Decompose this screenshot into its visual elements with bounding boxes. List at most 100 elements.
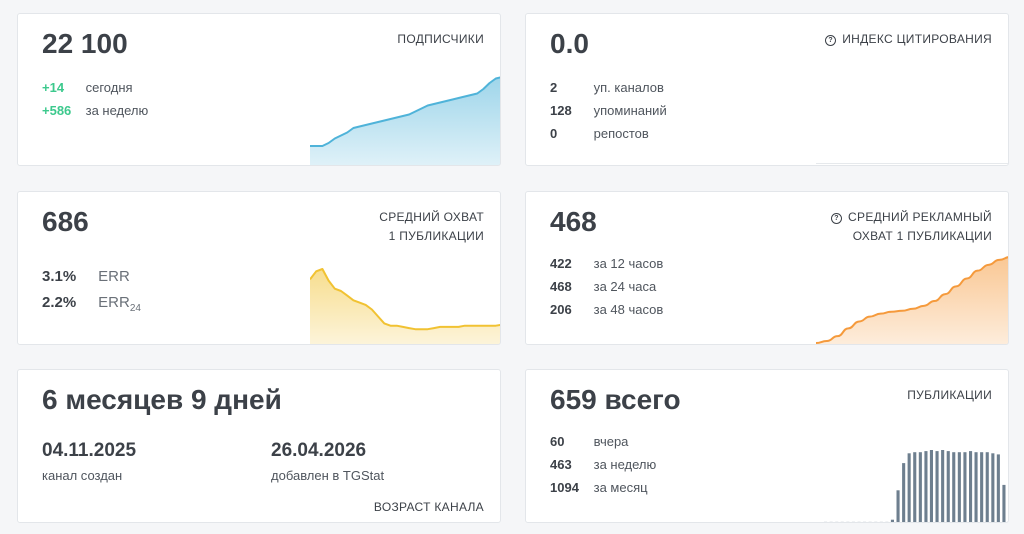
stat-value: 60 — [550, 434, 565, 449]
publication-bar[interactable] — [879, 521, 883, 523]
err24-label: ERR24 — [98, 294, 141, 314]
citation-card[interactable]: 0.0 ? ИНДЕКС ЦИТИРОВАНИЯ 2 уп. каналов 12… — [525, 13, 1009, 166]
err24-value: 2.2% — [42, 294, 77, 311]
ad-reach-title-text: СРЕДНИЙ РЕКЛАМНЫЙ — [848, 210, 992, 224]
publication-bar[interactable] — [969, 451, 973, 523]
help-icon[interactable]: ? — [831, 213, 843, 224]
stat-label: вчера — [593, 434, 629, 449]
stat-row: 463 за неделю — [550, 457, 656, 480]
publication-bar[interactable] — [935, 451, 939, 523]
err24-subscript: 24 — [129, 303, 141, 314]
ad-reach-value: 468 — [550, 206, 597, 237]
help-icon[interactable]: ? — [825, 35, 837, 46]
stat-row: +14 сегодня — [42, 80, 148, 103]
publication-bar[interactable] — [890, 519, 894, 523]
stat-label: за 48 часов — [593, 302, 664, 317]
publication-bar[interactable] — [996, 454, 1000, 523]
publication-bar[interactable] — [857, 521, 861, 523]
publications-stats: 60 вчера 463 за неделю 1094 за месяц — [550, 434, 656, 503]
publication-bar[interactable] — [874, 521, 878, 523]
publication-bar[interactable] — [980, 452, 984, 523]
publication-bar[interactable] — [896, 490, 900, 523]
sparkline-area — [816, 257, 1008, 344]
stat-value: 468 — [550, 279, 572, 294]
ad-reach-title[interactable]: ? СРЕДНИЙ РЕКЛАМНЫЙ ОХВАТ 1 ПУБЛИКАЦИИ — [831, 208, 992, 246]
publications-title: ПУБЛИКАЦИИ — [907, 388, 992, 402]
publication-bar[interactable] — [957, 452, 961, 523]
stat-value: 206 — [550, 302, 572, 317]
publications-card[interactable]: 659 всего ПУБЛИКАЦИИ 60 вчера 463 за нед… — [525, 369, 1009, 523]
err-stats: 3.1% ERR 2.2% ERR24 — [42, 268, 141, 320]
publication-bar[interactable] — [851, 521, 855, 523]
added-date: 26.04.2026 — [271, 440, 367, 461]
ad-reach-card[interactable]: 468 ? СРЕДНИЙ РЕКЛАМНЫЙ ОХВАТ 1 ПУБЛИКАЦИ… — [525, 191, 1009, 345]
publication-bar[interactable] — [941, 450, 945, 523]
added-block: 26.04.2026 добавлен в TGStat — [271, 440, 384, 483]
publication-bar[interactable] — [1002, 484, 1006, 523]
publication-bar[interactable] — [924, 451, 928, 523]
citation-title[interactable]: ? ИНДЕКС ЦИТИРОВАНИЯ — [825, 30, 992, 49]
sparkline-line — [310, 76, 500, 147]
publication-bar[interactable] — [963, 452, 967, 523]
stat-row: 422 за 12 часов — [550, 256, 663, 279]
publication-bar[interactable] — [835, 521, 839, 523]
publication-bar[interactable] — [907, 453, 911, 523]
ad-reach-title-line: ? СРЕДНИЙ РЕКЛАМНЫЙ — [831, 208, 992, 227]
publication-bar[interactable] — [829, 521, 833, 523]
stat-label: упоминаний — [593, 103, 667, 118]
publication-bar[interactable] — [868, 521, 872, 523]
subscribers-sparkline — [310, 76, 500, 165]
err24-row: 2.2% ERR24 — [42, 294, 141, 320]
created-block: 04.11.2025 канал создан — [42, 440, 136, 483]
err24-label-text: ERR — [98, 294, 130, 311]
err-row: 3.1% ERR — [42, 268, 141, 294]
stat-value: +586 — [42, 103, 72, 118]
err-value: 3.1% — [42, 268, 77, 285]
err-label: ERR — [98, 268, 130, 285]
publication-bar[interactable] — [863, 521, 867, 523]
publication-bar[interactable] — [885, 521, 889, 523]
stat-label: сегодня — [85, 80, 133, 95]
stat-label: за 24 часа — [593, 279, 657, 294]
subscribers-stats: +14 сегодня +586 за неделю — [42, 80, 148, 126]
stat-row: 60 вчера — [550, 434, 656, 457]
stat-row: +586 за неделю — [42, 103, 148, 126]
stat-row: 1094 за месяц — [550, 480, 656, 503]
subscribers-title: ПОДПИСЧИКИ — [397, 32, 484, 46]
reach-sparkline — [310, 268, 500, 344]
stat-value: 463 — [550, 457, 572, 472]
publication-bar[interactable] — [946, 451, 950, 523]
stat-label: за месяц — [593, 480, 648, 495]
publication-bar[interactable] — [991, 453, 995, 523]
citation-title-text: ИНДЕКС ЦИТИРОВАНИЯ — [842, 32, 992, 46]
reach-value: 686 — [42, 206, 89, 237]
stat-label: репостов — [593, 126, 649, 141]
reach-card[interactable]: 686 СРЕДНИЙ ОХВАТ 1 ПУБЛИКАЦИИ 3.1% ERR … — [17, 191, 501, 345]
publication-bar[interactable] — [902, 463, 906, 523]
sparkline-area — [310, 269, 500, 344]
subscribers-card[interactable]: 22 100 ПОДПИСЧИКИ +14 сегодня +586 за не… — [17, 13, 501, 166]
ad-reach-sparkline — [816, 256, 1008, 344]
publication-bar[interactable] — [918, 452, 922, 523]
stat-value: +14 — [42, 80, 65, 95]
channel-age-card[interactable]: 6 месяцев 9 дней 04.11.2025 канал создан… — [17, 369, 501, 523]
publication-bar[interactable] — [974, 452, 978, 523]
citation-baseline — [816, 163, 1008, 164]
publication-bar[interactable] — [846, 521, 850, 523]
sparkline-line — [310, 268, 500, 331]
publication-bar[interactable] — [913, 452, 917, 523]
sparkline-area — [310, 77, 500, 165]
stat-row: 0 репостов — [550, 126, 667, 149]
stat-value: 1094 — [550, 480, 579, 495]
reach-title: СРЕДНИЙ ОХВАТ 1 ПУБЛИКАЦИИ — [379, 208, 484, 246]
publication-bar[interactable] — [840, 521, 844, 523]
publication-bar[interactable] — [824, 521, 828, 523]
publication-bar[interactable] — [985, 452, 989, 523]
publication-bar[interactable] — [929, 450, 933, 523]
stat-label: за неделю — [85, 103, 149, 118]
stat-row: 468 за 24 часа — [550, 279, 663, 302]
stat-value: 0 — [550, 126, 558, 141]
publications-total: 659 всего — [550, 384, 681, 415]
publication-bar[interactable] — [952, 452, 956, 523]
stat-value: 2 — [550, 80, 558, 95]
